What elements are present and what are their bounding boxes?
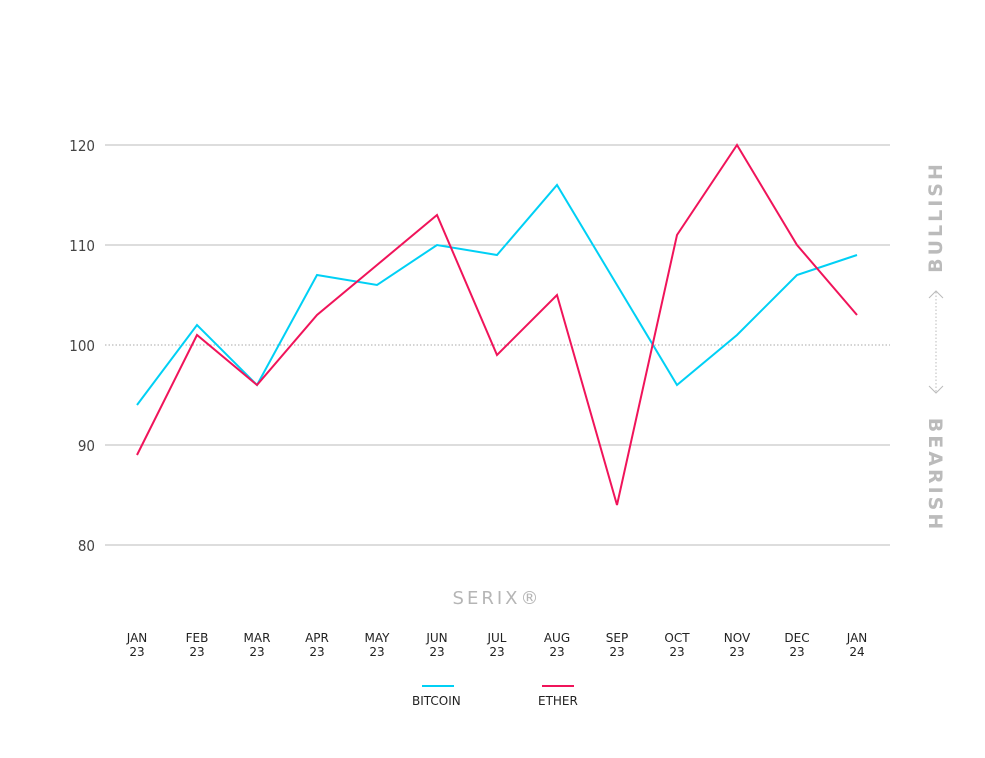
x-tick-label: OCT 23: [664, 631, 690, 659]
x-tick-label: JUL 23: [486, 631, 506, 659]
x-tick-label: JAN 24: [846, 631, 868, 659]
brand-label: SERIX®: [453, 588, 542, 609]
legend-label: BITCOIN: [412, 694, 461, 708]
y-tick-label: 120: [69, 137, 95, 155]
y-tick-label: 90: [78, 437, 95, 455]
x-tick-label: DEC 23: [784, 631, 809, 659]
bearish-label: BEARISH: [924, 418, 946, 532]
x-tick-label: MAR 23: [244, 631, 271, 659]
x-tick-label: AUG 23: [544, 631, 570, 659]
x-tick-label: JAN 23: [126, 631, 148, 659]
y-tick-label: 80: [78, 537, 95, 555]
arrow-down-icon: [928, 385, 944, 394]
bullish-label: BULLISH: [925, 161, 947, 273]
x-tick-label: NOV 23: [724, 631, 751, 659]
legend-label: ETHER: [538, 694, 578, 708]
arrow-up-icon: [928, 290, 944, 299]
x-tick-label: FEB 23: [186, 631, 209, 659]
x-tick-label: JUN 23: [425, 631, 447, 659]
x-tick-label: SEP 23: [606, 631, 628, 659]
series-line-bitcoin: [136, 183, 858, 406]
y-tick-label: 110: [69, 237, 95, 255]
y-tick-label: 100: [69, 337, 95, 355]
series-line-ether: [136, 143, 858, 506]
x-tick-label: MAY 23: [365, 631, 391, 659]
x-tick-label: APR 23: [305, 631, 329, 659]
